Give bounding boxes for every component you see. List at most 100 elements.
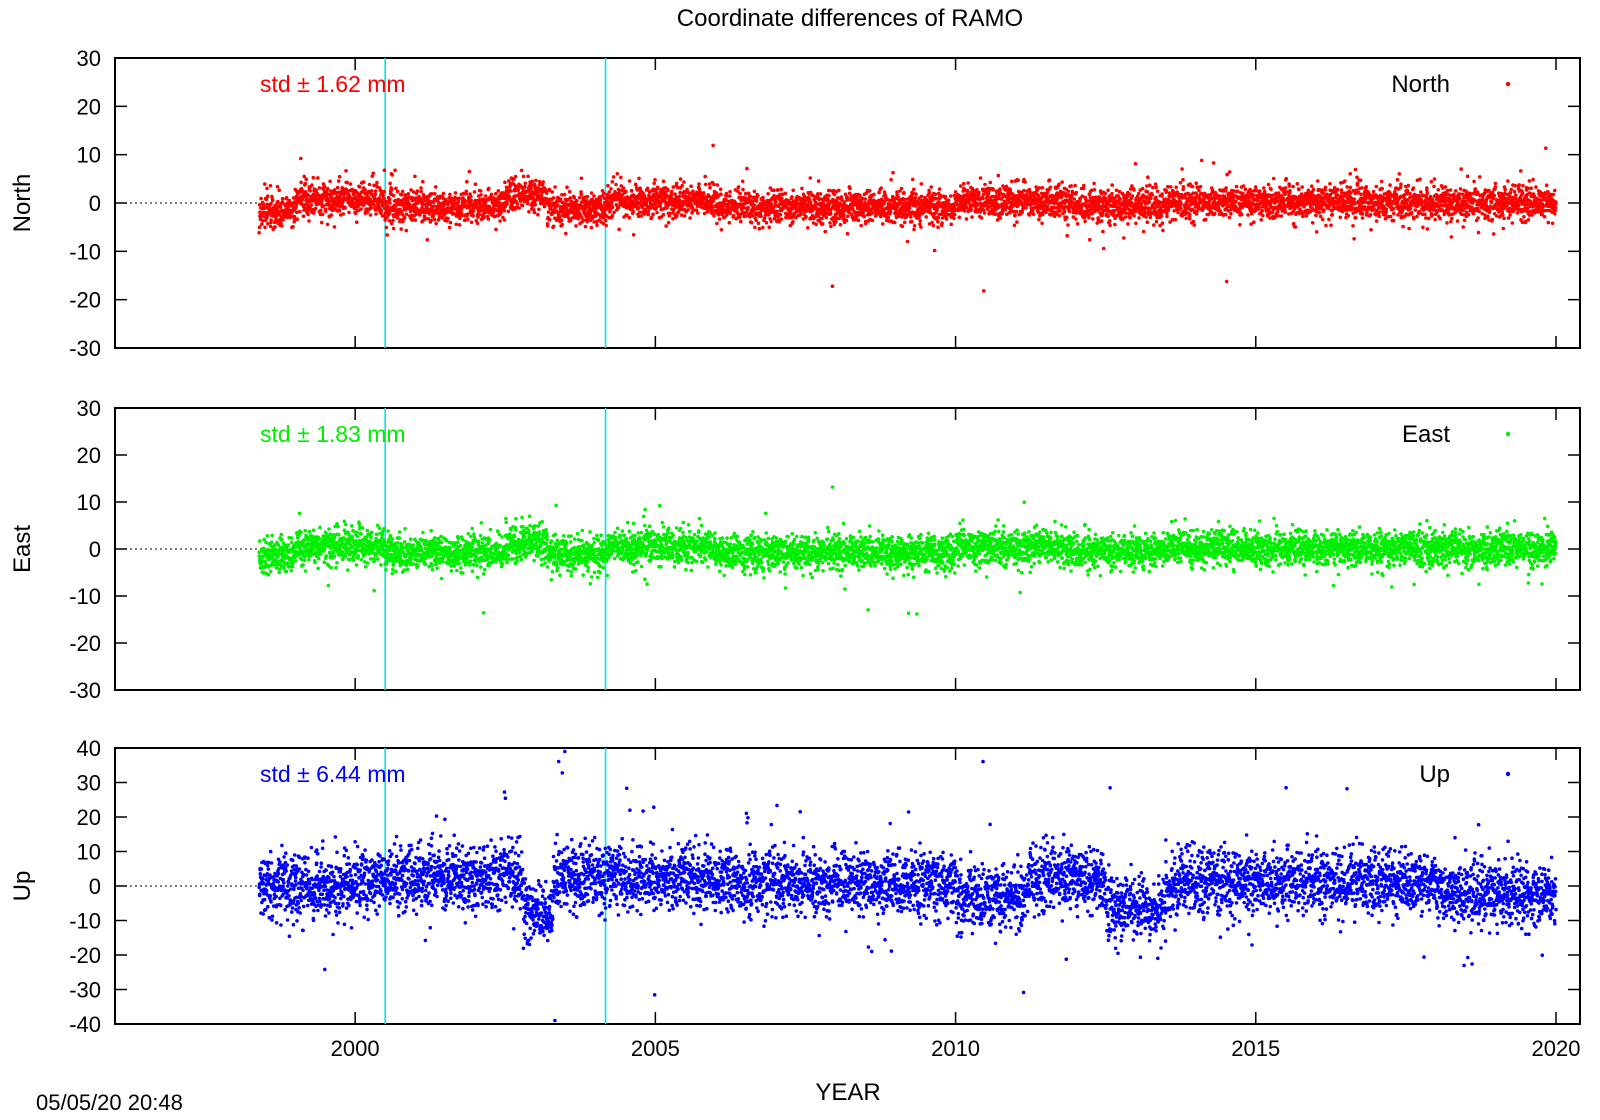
point-north-4-1 bbox=[546, 222, 550, 226]
point-north-0-29 bbox=[263, 226, 267, 230]
point-north-6-595 bbox=[833, 193, 837, 197]
point-north-6-1028 bbox=[920, 182, 924, 186]
point-north-6-930 bbox=[900, 187, 904, 191]
point-north-7-129 bbox=[980, 216, 984, 220]
point-north-8-366 bbox=[1147, 200, 1151, 204]
point-north-5-155 bbox=[637, 206, 641, 210]
point-north-2-22 bbox=[388, 197, 392, 201]
point-north-1-64 bbox=[306, 213, 310, 217]
point-north-8-40 bbox=[1082, 184, 1086, 188]
point-north-7-389 bbox=[1032, 213, 1036, 217]
point-north-5-302 bbox=[666, 188, 670, 192]
point-north-6-10 bbox=[716, 183, 720, 187]
point-north-6-784 bbox=[871, 219, 875, 223]
point-north-0-113 bbox=[280, 224, 284, 228]
point-north-5-31 bbox=[612, 175, 616, 179]
point-north-2-161 bbox=[416, 189, 420, 193]
point-north-2-541 bbox=[492, 211, 496, 215]
point-north-7-201 bbox=[994, 194, 998, 198]
point-north-7-124 bbox=[979, 176, 983, 180]
point-north-1-80 bbox=[310, 203, 314, 207]
point-north-7-54 bbox=[965, 217, 969, 221]
point-north-1-134 bbox=[320, 198, 324, 202]
point-north-4-233 bbox=[592, 194, 596, 198]
point-north-8-170 bbox=[1108, 219, 1112, 223]
point-north-2-10 bbox=[385, 233, 389, 237]
point-north-6-381 bbox=[790, 195, 794, 199]
point-north-5-312 bbox=[668, 212, 672, 216]
point-north-1-445 bbox=[383, 190, 387, 194]
point-north-5-293 bbox=[664, 224, 668, 228]
point-north-9-379 bbox=[1240, 213, 1244, 217]
point-north-7-593 bbox=[1073, 197, 1077, 201]
point-north-6-150 bbox=[744, 192, 748, 196]
point-north-4-6 bbox=[547, 210, 551, 214]
point-north-4-200 bbox=[586, 195, 590, 199]
point-north-6-328 bbox=[779, 188, 783, 192]
point-north-6-228 bbox=[759, 215, 763, 219]
point-north-2-38 bbox=[391, 219, 395, 223]
point-north-9-319 bbox=[1228, 170, 1232, 174]
point-north-7-451 bbox=[1044, 210, 1048, 214]
point-north-5-201 bbox=[646, 187, 650, 191]
point-north-2-81 bbox=[400, 193, 404, 197]
point-north-7-402 bbox=[1034, 185, 1038, 189]
point-north-5-491 bbox=[704, 183, 708, 187]
point-north-8-401 bbox=[1154, 186, 1158, 190]
point-north-7-40 bbox=[962, 182, 966, 186]
point-north-8-429 bbox=[1160, 214, 1164, 218]
point-north-1-75 bbox=[308, 189, 312, 193]
point-north-5-451 bbox=[696, 211, 700, 215]
point-north-5-386 bbox=[683, 214, 687, 218]
point-north-6-836 bbox=[881, 222, 885, 226]
point-north-5-81 bbox=[622, 186, 626, 190]
point-north-8-182 bbox=[1110, 183, 1114, 187]
point-north-3-86 bbox=[521, 204, 525, 208]
point-north-5-321 bbox=[670, 190, 674, 194]
point-north-2-178 bbox=[419, 186, 423, 190]
point-north-7-352 bbox=[1024, 206, 1028, 210]
point-north-0-13 bbox=[260, 222, 264, 226]
point-north-5-49 bbox=[616, 172, 620, 176]
point-north-6-452 bbox=[804, 215, 808, 219]
point-north-6-992 bbox=[912, 228, 916, 232]
point-north-6-948 bbox=[904, 198, 908, 202]
point-north-6-7 bbox=[715, 222, 719, 226]
point-north-9-301 bbox=[1224, 186, 1228, 190]
point-north-4-112 bbox=[568, 190, 572, 194]
point-north-7-146 bbox=[983, 183, 987, 187]
point-north-9-385 bbox=[1241, 192, 1245, 196]
point-north-5-533 bbox=[712, 214, 716, 218]
point-north-0-9 bbox=[259, 197, 263, 201]
point-north-6-1112 bbox=[936, 226, 940, 230]
point-north-3-135 bbox=[531, 180, 535, 184]
point-north-5-418 bbox=[689, 184, 693, 188]
point-north-6-575 bbox=[829, 212, 833, 216]
point-north-3-162 bbox=[536, 213, 540, 217]
point-north-4-169 bbox=[580, 193, 584, 197]
point-north-6-475 bbox=[809, 201, 813, 205]
point-north-6-985 bbox=[911, 178, 915, 182]
point-north-6-123 bbox=[738, 192, 742, 196]
point-north-6-196 bbox=[753, 226, 757, 230]
point-north-8-140 bbox=[1102, 247, 1106, 251]
point-north-6-26 bbox=[719, 188, 723, 192]
point-north-2-351 bbox=[454, 191, 458, 195]
point-north-1-322 bbox=[358, 185, 362, 189]
point-north-6-1191 bbox=[952, 217, 956, 221]
point-north-9-76 bbox=[1179, 206, 1183, 210]
point-north-5-398 bbox=[685, 188, 689, 192]
point-north-5-458 bbox=[697, 182, 701, 186]
point-north-4-273 bbox=[600, 204, 604, 208]
point-north-5-281 bbox=[662, 180, 666, 184]
point-north-5-279 bbox=[662, 213, 666, 217]
point-north-8-283 bbox=[1131, 194, 1135, 198]
point-north-8-347 bbox=[1143, 211, 1147, 215]
point-north-6-1088 bbox=[932, 224, 936, 228]
point-north-6-195 bbox=[753, 190, 757, 194]
point-north-7-304 bbox=[1015, 210, 1019, 214]
point-north-2-461 bbox=[476, 221, 480, 225]
point-north-6-214 bbox=[757, 221, 761, 225]
point-north-2-247 bbox=[433, 192, 437, 196]
point-north-5-370 bbox=[680, 213, 684, 217]
